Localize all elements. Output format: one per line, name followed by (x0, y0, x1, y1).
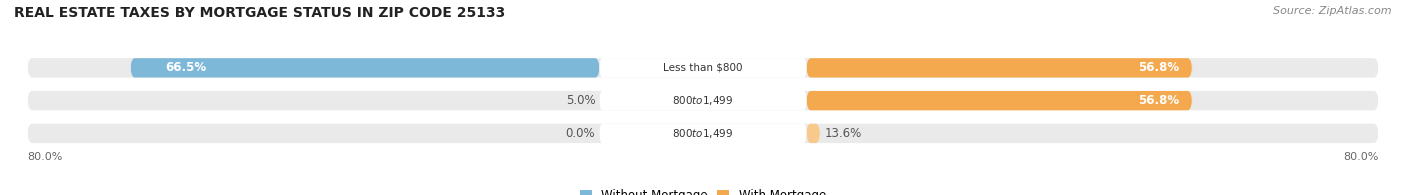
Text: 66.5%: 66.5% (165, 61, 205, 74)
Text: 80.0%: 80.0% (27, 152, 62, 162)
FancyBboxPatch shape (807, 91, 1192, 110)
FancyBboxPatch shape (27, 58, 1379, 78)
Text: $800 to $1,499: $800 to $1,499 (672, 127, 734, 140)
Text: 56.8%: 56.8% (1137, 94, 1180, 107)
Text: Less than $800: Less than $800 (664, 63, 742, 73)
Text: 5.0%: 5.0% (565, 94, 595, 107)
Text: 13.6%: 13.6% (824, 127, 862, 140)
FancyBboxPatch shape (807, 124, 820, 143)
Text: 56.8%: 56.8% (1137, 61, 1180, 74)
Text: 0.0%: 0.0% (565, 127, 595, 140)
FancyBboxPatch shape (599, 124, 807, 143)
FancyBboxPatch shape (27, 91, 1379, 110)
FancyBboxPatch shape (131, 58, 599, 78)
Text: Source: ZipAtlas.com: Source: ZipAtlas.com (1274, 6, 1392, 16)
FancyBboxPatch shape (599, 91, 807, 110)
Text: REAL ESTATE TAXES BY MORTGAGE STATUS IN ZIP CODE 25133: REAL ESTATE TAXES BY MORTGAGE STATUS IN … (14, 6, 505, 20)
Text: 80.0%: 80.0% (1344, 152, 1379, 162)
FancyBboxPatch shape (807, 58, 1192, 78)
FancyBboxPatch shape (27, 124, 1379, 143)
FancyBboxPatch shape (599, 58, 807, 78)
Legend: Without Mortgage, With Mortgage: Without Mortgage, With Mortgage (575, 184, 831, 195)
Text: $800 to $1,499: $800 to $1,499 (672, 94, 734, 107)
